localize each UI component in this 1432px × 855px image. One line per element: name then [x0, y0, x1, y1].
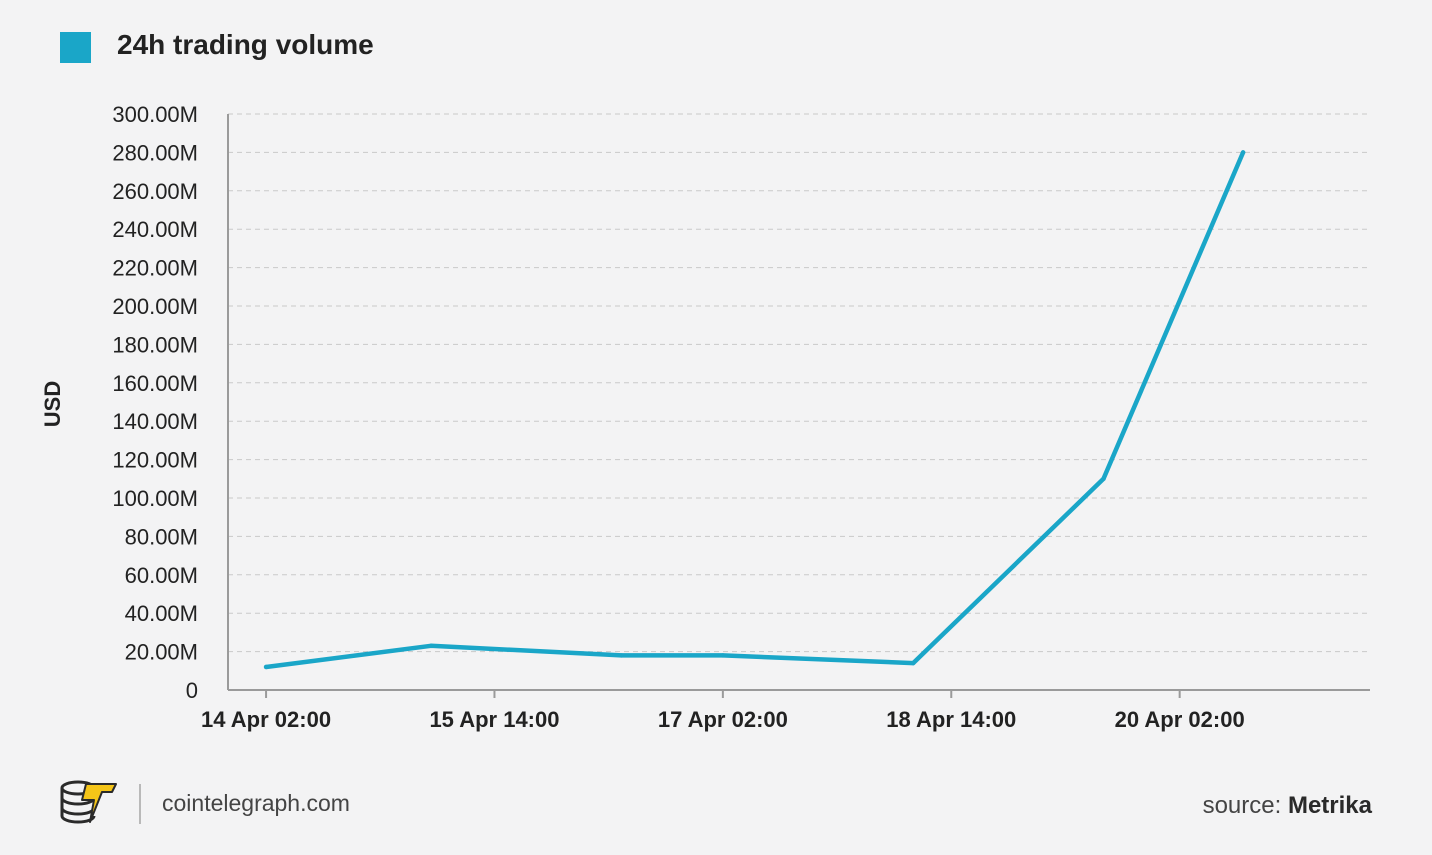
y-tick-label: 180.00M: [112, 332, 198, 357]
data-point: [911, 660, 916, 666]
x-tick-label: 20 Apr 02:00: [1115, 707, 1245, 732]
y-tick-label: 40.00M: [125, 601, 198, 626]
series-layer: [263, 150, 1246, 670]
y-axis-ticks: 0 20.00M 40.00M 60.00M 80.00M 100.00M 120.00M 1…: [112, 102, 198, 703]
y-tick-label: 200.00M: [112, 294, 198, 319]
x-axis-ticks: 14 Apr 02:00 15 Apr 14:00 17 Apr 02:00 18 A…: [201, 690, 1245, 732]
y-tick-label: 160.00M: [112, 371, 198, 396]
source-prefix: source:: [1202, 792, 1288, 819]
axes: [227, 114, 1370, 691]
data-point: [1240, 150, 1246, 155]
y-tick-label: 80.00M: [125, 524, 198, 549]
footer-brand-link[interactable]: cointelegraph.com: [162, 790, 350, 816]
y-tick-label: 120.00M: [112, 448, 198, 473]
y-axis-label: USD: [40, 381, 65, 427]
y-tick-label: 60.00M: [125, 563, 198, 588]
data-point: [619, 653, 624, 658]
x-tick-label: 18 Apr 14:00: [886, 707, 1016, 732]
y-tick-label: 240.00M: [112, 217, 198, 242]
y-tick-label: 300.00M: [112, 102, 198, 127]
x-tick-label: 15 Apr 14:00: [429, 707, 559, 732]
footer-source: source: Metrika: [1203, 792, 1372, 820]
data-point: [1101, 476, 1106, 481]
y-tick-label: 20.00M: [125, 640, 198, 665]
y-tick-label: 280.00M: [112, 140, 198, 165]
x-tick-label: 17 Apr 02:00: [658, 707, 788, 732]
legend-swatch: [60, 32, 91, 63]
y-tick-label: 0: [186, 678, 198, 703]
y-tick-label: 100.00M: [112, 486, 198, 511]
x-tick-label: 14 Apr 02:00: [201, 707, 331, 732]
cointelegraph-logo-icon: [60, 780, 117, 824]
data-point: [428, 643, 434, 649]
footer-divider: [139, 784, 141, 824]
source-name: Metrika: [1287, 792, 1372, 819]
grid-lines: [228, 113, 1370, 653]
y-tick-label: 220.00M: [112, 256, 198, 281]
data-point: [720, 653, 726, 658]
y-tick-label: 260.00M: [112, 179, 198, 204]
data-point: [263, 664, 269, 670]
legend-label: 24h trading volume: [117, 29, 374, 60]
y-tick-label: 140.00M: [112, 409, 198, 434]
